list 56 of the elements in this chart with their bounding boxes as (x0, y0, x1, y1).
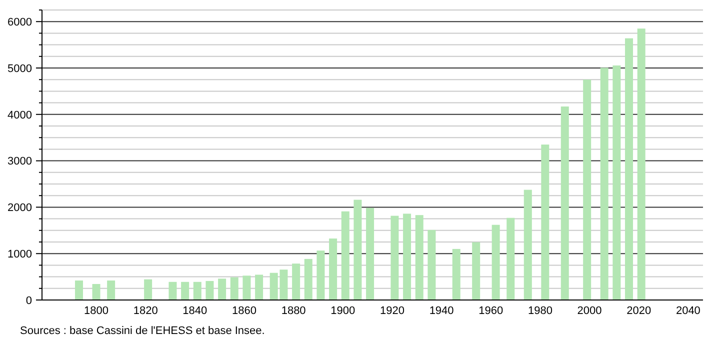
bar (341, 211, 350, 300)
x-tick-label: 2040 (676, 305, 700, 317)
bar (218, 278, 226, 300)
bar (193, 282, 202, 300)
y-tick-label: 0 (26, 294, 32, 307)
bar (230, 277, 238, 300)
bar (524, 190, 532, 300)
y-tick-label: 1000 (8, 248, 32, 260)
bar (168, 282, 177, 300)
bar (292, 264, 300, 300)
bar (107, 280, 116, 300)
x-tick-label: 2000 (577, 305, 602, 317)
bar (390, 216, 399, 300)
bar (541, 144, 550, 300)
y-tick-label: 5000 (8, 62, 32, 75)
bar (583, 80, 592, 300)
y-tick-label: 4000 (8, 109, 32, 122)
bar (366, 208, 374, 300)
x-tick-label: 1980 (528, 305, 552, 317)
x-tick-label: 1860 (232, 305, 256, 317)
bar (144, 279, 152, 300)
bar (600, 68, 608, 300)
x-tick-label: 1840 (182, 305, 208, 317)
bar (255, 274, 264, 300)
bar (181, 282, 190, 300)
x-tick-label: 1960 (478, 305, 504, 317)
y-tick-label: 2000 (8, 202, 32, 214)
bar (506, 218, 515, 300)
bar (354, 200, 362, 300)
x-tick-label: 1940 (429, 305, 454, 317)
x-tick-label: 1880 (281, 305, 306, 317)
y-tick-label: 3000 (8, 156, 32, 168)
y-tick-label: 6000 (8, 16, 32, 28)
bar (74, 280, 83, 300)
bar (316, 250, 325, 300)
bar (625, 38, 634, 300)
bar (242, 276, 251, 300)
x-tick-label: 1800 (84, 305, 109, 317)
bar (329, 238, 338, 300)
bar (206, 280, 214, 300)
bar (304, 258, 312, 300)
bar (92, 284, 100, 300)
bar (560, 106, 569, 300)
x-tick-label: 1900 (330, 305, 356, 317)
bar (403, 214, 412, 300)
bar (472, 242, 480, 300)
bar (612, 65, 621, 300)
bar (415, 215, 424, 300)
bar (428, 230, 436, 300)
bar (637, 28, 646, 300)
bar (492, 224, 500, 300)
bar (452, 248, 460, 300)
source-note: Sources : base Cassini de l'EHESS et base Insee. (20, 325, 265, 337)
x-tick-label: 1920 (380, 305, 404, 317)
x-tick-label: 1820 (133, 305, 158, 317)
x-tick-label: 2020 (626, 305, 652, 317)
